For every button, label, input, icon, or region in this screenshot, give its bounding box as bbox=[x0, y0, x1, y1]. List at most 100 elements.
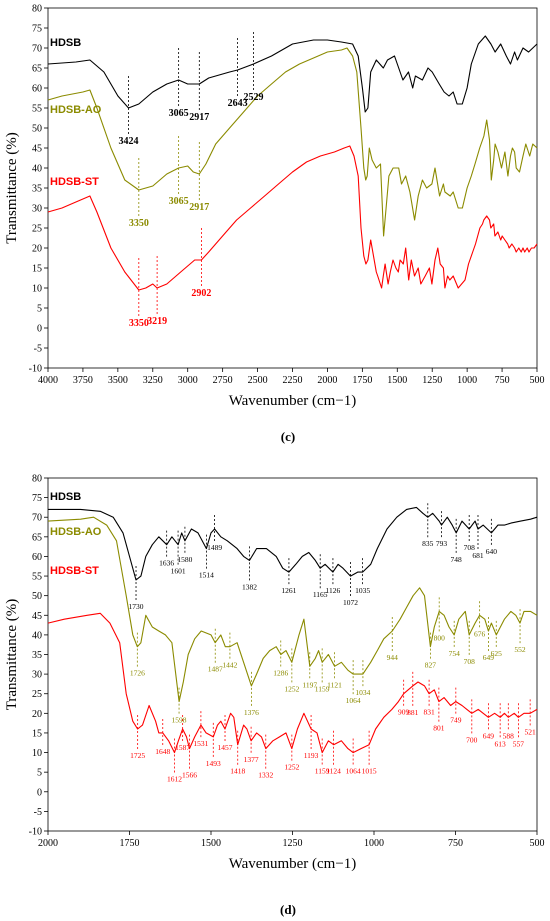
peak-label: 1487 bbox=[208, 665, 223, 674]
peak-label: 827 bbox=[425, 661, 437, 670]
peak-label: 1442 bbox=[222, 661, 237, 670]
peak-label: 748 bbox=[451, 555, 463, 564]
peak-label: 1121 bbox=[327, 680, 342, 689]
peak-label: 1034 bbox=[355, 688, 370, 697]
y-tick-label: 15 bbox=[32, 728, 42, 739]
series-line-hdsb-ao bbox=[47, 47, 538, 237]
x-axis-title: Wavenumber (cm−1) bbox=[229, 393, 357, 409]
peak-label: 1035 bbox=[355, 586, 370, 595]
peak-label: 1636 bbox=[159, 559, 174, 568]
y-tick-label: -10 bbox=[29, 827, 42, 838]
y-tick-label: 70 bbox=[32, 44, 42, 55]
peak-label: 625 bbox=[491, 649, 503, 658]
peak-label: 1382 bbox=[242, 582, 257, 591]
x-tick-label: 3000 bbox=[178, 375, 198, 386]
peak-label: 1730 bbox=[129, 602, 144, 611]
peak-label: 613 bbox=[495, 739, 507, 748]
x-tick-label: 4000 bbox=[38, 375, 58, 386]
y-tick-label: 30 bbox=[32, 670, 42, 681]
y-tick-label: 50 bbox=[32, 124, 42, 135]
x-tick-label: 2000 bbox=[317, 375, 337, 386]
peak-label: 800 bbox=[434, 633, 446, 642]
panel-c-chart: -10 -5 0 5 10 15 20 25 30 35 40 45 50 55 60 65 70 75 80 400… bbox=[4, 4, 545, 410]
peak-label: 1072 bbox=[343, 598, 358, 607]
x-tick-label: 1750 bbox=[120, 838, 140, 849]
peak-label: 3065 bbox=[169, 196, 189, 207]
peak-label: 1159 bbox=[315, 767, 330, 776]
x-tick-label: 2000 bbox=[38, 838, 58, 849]
peak-label: 3065 bbox=[169, 108, 189, 119]
y-tick-label: 65 bbox=[32, 532, 42, 543]
peak-label: 1159 bbox=[315, 684, 330, 693]
y-tick-label: 30 bbox=[32, 204, 42, 215]
peak-label: 1126 bbox=[326, 586, 341, 595]
peak-label: 1377 bbox=[244, 755, 259, 764]
peak-label: 3424 bbox=[118, 136, 138, 147]
y-tick-label: 60 bbox=[32, 552, 42, 563]
peak-label: 2529 bbox=[244, 92, 264, 103]
series-label-hdsb-ao: HDSB-AO bbox=[50, 104, 102, 116]
y-tick-label: 55 bbox=[32, 104, 42, 115]
peak-label: 835 bbox=[422, 539, 434, 548]
y-tick-label: 45 bbox=[32, 611, 42, 622]
peak-label: 3350 bbox=[129, 218, 149, 229]
y-tick-label: 80 bbox=[32, 4, 42, 15]
y-tick-label: 40 bbox=[32, 630, 42, 641]
peak-label: 3350 bbox=[129, 318, 149, 329]
peak-label: 749 bbox=[450, 716, 462, 725]
y-tick-label: 15 bbox=[32, 264, 42, 275]
x-tick-label: 2500 bbox=[248, 375, 268, 386]
y-tick-label: -5 bbox=[34, 344, 42, 355]
peak-label: 1261 bbox=[281, 586, 296, 595]
x-tick-label: 3500 bbox=[108, 375, 128, 386]
y-tick-label: 35 bbox=[32, 650, 42, 661]
panel-d-chart: -10-505101520253035404550556065707580200… bbox=[4, 474, 545, 873]
plot-frame bbox=[47, 7, 538, 369]
peak-label: 1601 bbox=[171, 567, 186, 576]
peak-label: 2917 bbox=[189, 112, 209, 123]
y-tick-label: 25 bbox=[32, 224, 42, 235]
y-tick-label: 65 bbox=[32, 64, 42, 75]
x-tick-label: 1500 bbox=[387, 375, 407, 386]
series-line-hdsb-st bbox=[47, 145, 538, 291]
y-axis-title: Transmittance (%) bbox=[4, 132, 20, 244]
y-tick-label: 5 bbox=[37, 768, 42, 779]
y-tick-label: 10 bbox=[32, 284, 42, 295]
y-tick-label: 25 bbox=[32, 689, 42, 700]
series-label-hdsb: HDSB bbox=[50, 37, 81, 49]
series-line-hdsb bbox=[48, 506, 538, 581]
peak-label: 1457 bbox=[218, 743, 233, 752]
peak-label: 1064 bbox=[346, 696, 361, 705]
panel-d-tag: (d) bbox=[280, 902, 296, 917]
series-label-hdsb-st: HDSB-ST bbox=[50, 176, 99, 188]
peak-label: 1124 bbox=[326, 767, 341, 776]
x-tick-label: 500 bbox=[530, 838, 545, 849]
peak-label: 1489 bbox=[207, 543, 222, 552]
x-tick-label: 750 bbox=[448, 838, 463, 849]
panel-c-tag: (c) bbox=[281, 429, 295, 444]
y-tick-label: 55 bbox=[32, 572, 42, 583]
peak-label: 831 bbox=[423, 708, 435, 717]
y-tick-label: 40 bbox=[32, 164, 42, 175]
x-tick-label: 2750 bbox=[213, 375, 233, 386]
peak-label: 552 bbox=[514, 645, 526, 654]
peak-label: 793 bbox=[436, 539, 448, 548]
peak-label: 676 bbox=[474, 629, 486, 638]
peak-label: 1332 bbox=[258, 771, 273, 780]
x-tick-label: 1250 bbox=[422, 375, 442, 386]
peak-label: 700 bbox=[466, 735, 478, 744]
peak-label: 1252 bbox=[284, 684, 299, 693]
x-tick-label: 750 bbox=[495, 375, 510, 386]
y-axis-title: Transmittance (%) bbox=[4, 599, 20, 711]
peak-label: 801 bbox=[433, 724, 445, 733]
peak-label: 1376 bbox=[244, 708, 259, 717]
x-tick-label: 1750 bbox=[352, 375, 372, 386]
peak-label: 557 bbox=[513, 739, 525, 748]
peak-label: 944 bbox=[387, 653, 399, 662]
peak-label: 1064 bbox=[346, 767, 361, 776]
peak-label: 754 bbox=[449, 649, 461, 658]
x-tick-label: 2250 bbox=[283, 375, 303, 386]
peak-label: 1566 bbox=[182, 771, 197, 780]
series-line-hdsb-st bbox=[47, 612, 538, 754]
